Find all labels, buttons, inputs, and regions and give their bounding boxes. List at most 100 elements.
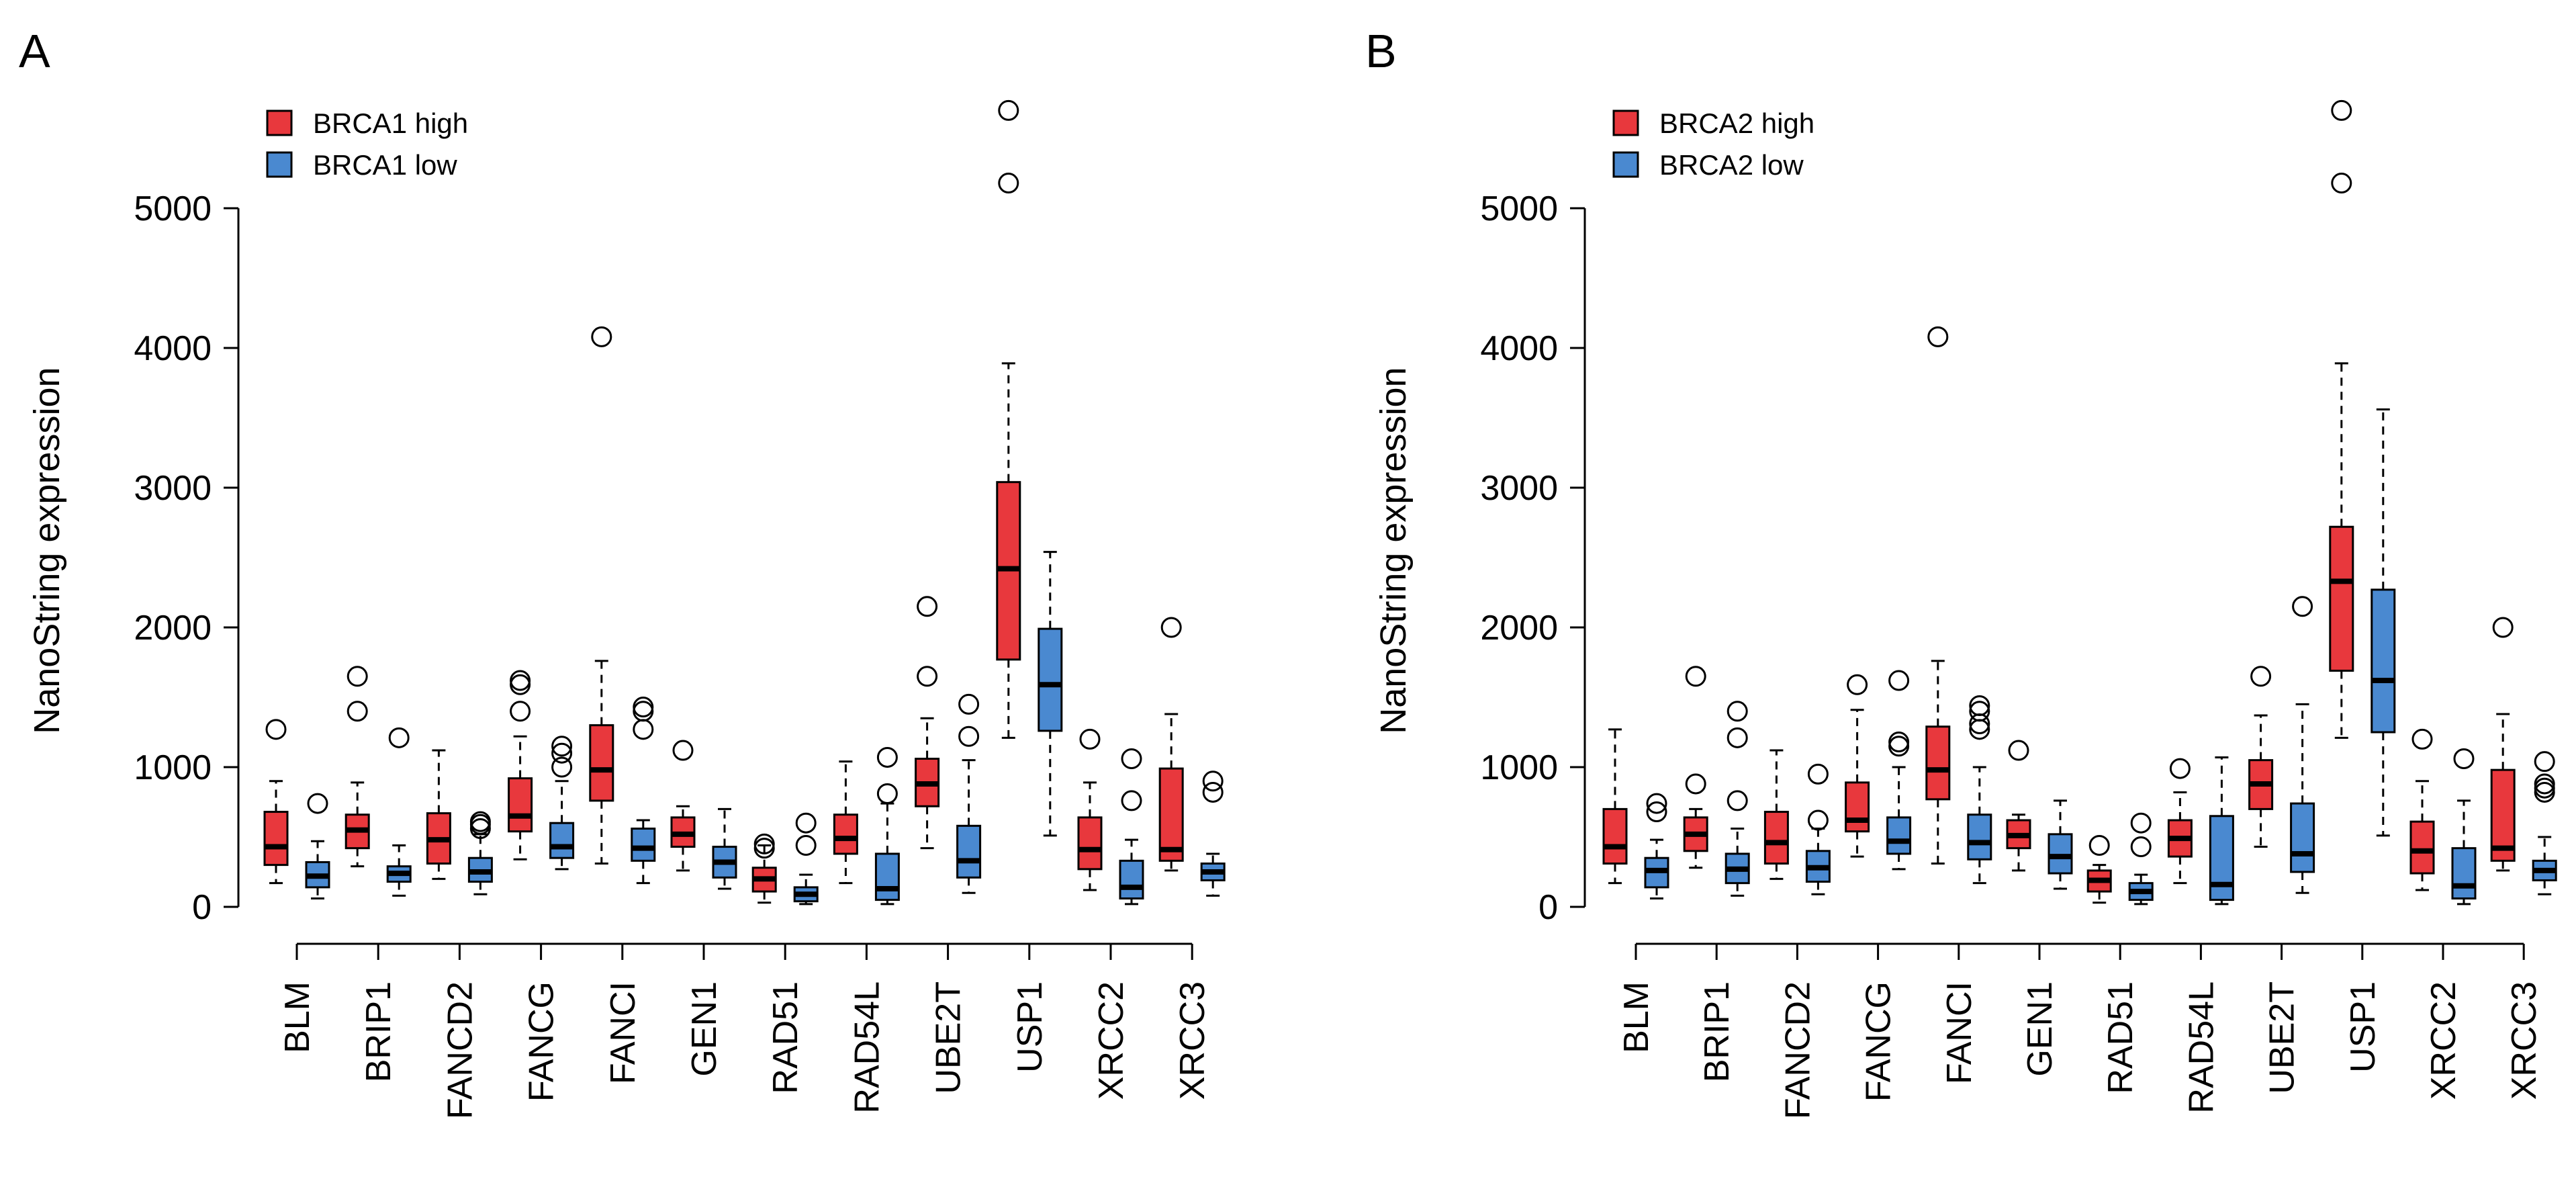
outlier-point bbox=[1888, 732, 1910, 753]
y-tick-label: 1000 bbox=[134, 748, 212, 787]
box-xrcc2-high bbox=[2409, 728, 2435, 891]
box-iqr bbox=[1038, 627, 1063, 732]
x-tick-label: FANCG bbox=[522, 981, 561, 1102]
box-iqr bbox=[1763, 811, 1789, 865]
box-iqr bbox=[874, 852, 900, 901]
outlier-point bbox=[1888, 670, 1910, 691]
box-ube2t-high bbox=[2248, 666, 2274, 848]
box-rad54l-low bbox=[2209, 756, 2234, 906]
outlier-point bbox=[633, 697, 654, 718]
y-tick-label: 5000 bbox=[134, 189, 212, 228]
outlier-point bbox=[2331, 173, 2352, 194]
outlier-point bbox=[1202, 770, 1224, 792]
box-usp1-low bbox=[1038, 551, 1063, 837]
outlier-point bbox=[1079, 728, 1101, 750]
y-tick-label: 5000 bbox=[1480, 189, 1558, 228]
outlier-point bbox=[591, 326, 612, 347]
y-axis-title: NanoString expression bbox=[27, 367, 67, 734]
outlier-point bbox=[1969, 695, 1990, 716]
x-tick-label: UBE2T bbox=[2263, 981, 2302, 1094]
x-tick-label: RAD54L bbox=[2182, 981, 2221, 1114]
outlier-point bbox=[1202, 781, 1224, 803]
outlier-point bbox=[795, 812, 817, 834]
outlier-point bbox=[1685, 773, 1706, 795]
legend-swatch bbox=[266, 109, 293, 136]
box-ube2t-high bbox=[915, 596, 940, 850]
box-iqr bbox=[956, 824, 982, 879]
y-tick-label: 4000 bbox=[1480, 329, 1558, 368]
outlier-point bbox=[2492, 617, 2514, 638]
outlier-point bbox=[1646, 801, 1667, 823]
outlier-point bbox=[1927, 326, 1949, 347]
outlier-point bbox=[1847, 674, 1868, 695]
y-tick-label: 1000 bbox=[1480, 748, 1558, 787]
outlier-point bbox=[795, 834, 817, 856]
box-fancd2-high bbox=[1763, 749, 1789, 880]
outlier-point bbox=[265, 719, 287, 740]
legend-swatch bbox=[266, 151, 293, 178]
box-iqr bbox=[2290, 802, 2315, 873]
outlier-point bbox=[551, 736, 573, 757]
y-tick-label: 0 bbox=[1538, 888, 1558, 927]
box-ube2t-low bbox=[956, 693, 982, 894]
box-brip1-high bbox=[1683, 666, 1708, 869]
x-tick-label: GEN1 bbox=[2021, 981, 2060, 1077]
box-blm-high bbox=[1602, 728, 1628, 885]
outlier-point bbox=[2008, 740, 2029, 761]
y-tick-label: 4000 bbox=[134, 329, 212, 368]
box-rad51-high bbox=[2086, 834, 2112, 904]
box-iqr bbox=[549, 822, 575, 859]
box-blm-low bbox=[305, 793, 330, 900]
x-tick-label: XRCC3 bbox=[1173, 981, 1212, 1100]
x-tick-label: USP1 bbox=[2344, 981, 2383, 1073]
legend-swatch bbox=[1612, 109, 1639, 136]
outlier-point bbox=[307, 793, 328, 814]
x-tick-label: BRIP1 bbox=[1698, 981, 1737, 1082]
box-fancg-low bbox=[549, 736, 575, 871]
x-tick-label: BLM bbox=[278, 981, 317, 1053]
box-iqr bbox=[1119, 859, 1144, 900]
outlier-point bbox=[2250, 666, 2272, 687]
legend-swatch bbox=[1612, 151, 1639, 178]
y-tick-label: 3000 bbox=[1480, 469, 1558, 508]
outlier-point bbox=[917, 596, 938, 617]
box-xrcc3-high bbox=[1158, 617, 1184, 872]
outlier-point bbox=[2088, 834, 2110, 856]
box-iqr bbox=[2371, 588, 2396, 734]
box-iqr bbox=[1845, 781, 1870, 833]
outlier-point bbox=[551, 756, 573, 778]
box-rad51-low bbox=[793, 812, 819, 906]
outlier-point bbox=[347, 701, 368, 722]
panel-a: A 0 1000 2000 3000 4000 5000 NanoString express… bbox=[19, 25, 1226, 1119]
outlier-point bbox=[1969, 701, 1990, 722]
x-tick-label: FANCI bbox=[1940, 981, 1979, 1084]
box-gen1-high bbox=[670, 740, 696, 872]
outlier-point bbox=[388, 727, 410, 748]
outlier-point bbox=[1646, 793, 1667, 814]
box-xrcc3-low bbox=[2532, 751, 2557, 895]
legend-label: BRCA2 low bbox=[1659, 149, 1804, 181]
outlier-point bbox=[1121, 748, 1142, 770]
legend-label: BRCA1 high bbox=[313, 107, 468, 139]
outlier-point bbox=[2534, 751, 2555, 773]
outlier-point bbox=[876, 746, 898, 768]
outlier-point bbox=[958, 693, 980, 715]
box-fancg-high bbox=[1845, 674, 1870, 858]
outlier-point bbox=[1807, 809, 1829, 831]
box-iqr bbox=[508, 777, 533, 833]
outlier-point bbox=[1685, 666, 1706, 687]
box-iqr bbox=[2409, 820, 2435, 875]
x-tick-label: FANCI bbox=[604, 981, 643, 1084]
box-rad51-low bbox=[2128, 812, 2154, 906]
outlier-point bbox=[917, 666, 938, 687]
outlier-point bbox=[2292, 596, 2313, 617]
box-fancg-high bbox=[508, 670, 533, 861]
panel-label: A bbox=[19, 25, 50, 77]
box-brip1-high bbox=[344, 666, 370, 868]
y-tick-label: 2000 bbox=[1480, 609, 1558, 648]
x-tick-label: BLM bbox=[1617, 981, 1656, 1053]
box-xrcc3-low bbox=[1200, 770, 1226, 897]
outlier-point bbox=[2169, 758, 2191, 779]
outlier-point bbox=[876, 783, 898, 805]
y-tick-label: 0 bbox=[192, 888, 212, 927]
